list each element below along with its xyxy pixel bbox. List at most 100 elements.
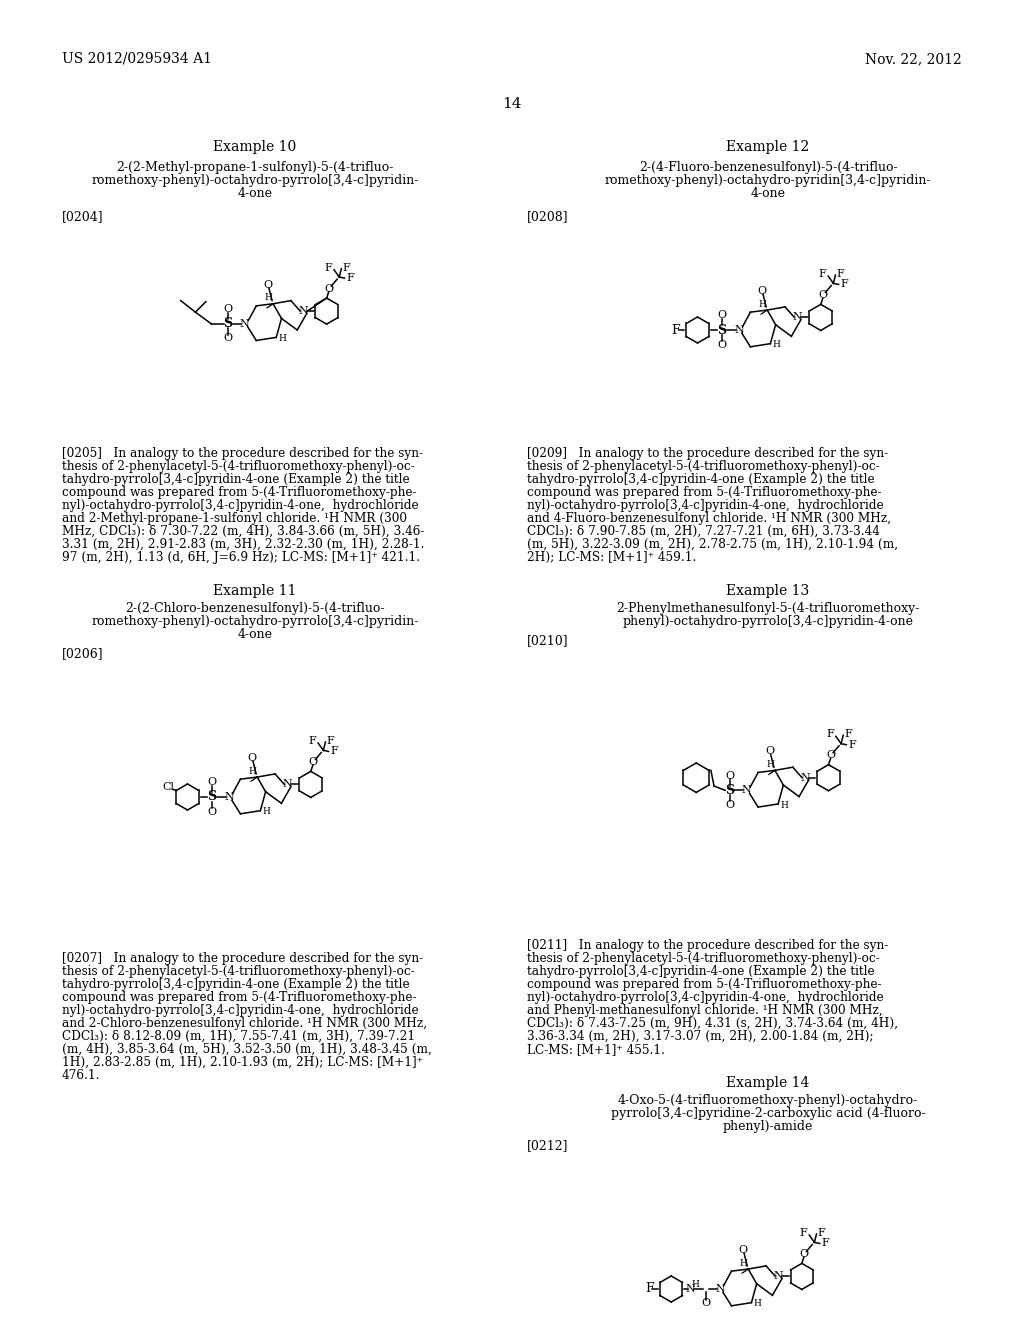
- Text: N: N: [715, 1284, 725, 1294]
- Text: F: F: [346, 273, 354, 282]
- Text: phenyl)-amide: phenyl)-amide: [723, 1119, 813, 1133]
- Text: F: F: [818, 269, 826, 279]
- Text: MHz, CDCl₃): δ 7.30-7.22 (m, 4H), 3.84-3.66 (m, 5H), 3.46-: MHz, CDCl₃): δ 7.30-7.22 (m, 4H), 3.84-3…: [62, 525, 424, 539]
- Text: 2-(2-Methyl-propane-1-sulfonyl)-5-(4-trifluo-: 2-(2-Methyl-propane-1-sulfonyl)-5-(4-tri…: [117, 161, 393, 174]
- Text: O: O: [325, 284, 334, 293]
- Text: O: O: [223, 304, 232, 314]
- Text: S: S: [725, 784, 734, 797]
- Text: O: O: [725, 800, 734, 810]
- Text: S: S: [718, 323, 727, 337]
- Text: compound was prepared from 5-(4-Trifluoromethoxy-phe-: compound was prepared from 5-(4-Trifluor…: [527, 978, 882, 991]
- Text: and 4-Fluoro-benzenesulfonyl chloride. ¹H NMR (300 MHz,: and 4-Fluoro-benzenesulfonyl chloride. ¹…: [527, 512, 891, 525]
- Text: [0204]: [0204]: [62, 210, 103, 223]
- Text: Cl: Cl: [163, 783, 175, 792]
- Text: F: F: [849, 739, 856, 750]
- Text: O: O: [718, 339, 727, 350]
- Text: O: O: [308, 756, 317, 767]
- Text: and 2-Methyl-propane-1-sulfonyl chloride. ¹H NMR (300: and 2-Methyl-propane-1-sulfonyl chloride…: [62, 512, 407, 525]
- Text: H: H: [264, 293, 272, 302]
- Text: O: O: [818, 290, 827, 300]
- Text: nyl)-octahydro-pyrrolo[3,4-c]pyridin-4-one,  hydrochloride: nyl)-octahydro-pyrrolo[3,4-c]pyridin-4-o…: [62, 1005, 419, 1016]
- Text: 4-Oxo-5-(4-trifluoromethoxy-phenyl)-octahydro-: 4-Oxo-5-(4-trifluoromethoxy-phenyl)-octa…: [617, 1094, 919, 1107]
- Text: O: O: [738, 1245, 748, 1255]
- Text: 4-one: 4-one: [751, 187, 785, 201]
- Text: H: H: [766, 760, 774, 770]
- Text: romethoxy-phenyl)-octahydro-pyrrolo[3,4-c]pyridin-: romethoxy-phenyl)-octahydro-pyrrolo[3,4-…: [91, 174, 419, 187]
- Text: O: O: [718, 310, 727, 321]
- Text: CDCl₃): δ 7.90-7.85 (m, 2H), 7.27-7.21 (m, 6H), 3.73-3.44: CDCl₃): δ 7.90-7.85 (m, 2H), 7.27-7.21 (…: [527, 525, 880, 539]
- Text: O: O: [248, 754, 257, 763]
- Text: [0211]   In analogy to the procedure described for the syn-: [0211] In analogy to the procedure descr…: [527, 939, 888, 952]
- Text: 3.31 (m, 2H), 2.91-2.83 (m, 3H), 2.32-2.30 (m, 1H), 2.28-1.: 3.31 (m, 2H), 2.91-2.83 (m, 3H), 2.32-2.…: [62, 539, 425, 550]
- Text: [0209]   In analogy to the procedure described for the syn-: [0209] In analogy to the procedure descr…: [527, 447, 888, 459]
- Text: 4-one: 4-one: [238, 628, 272, 642]
- Text: thesis of 2-phenylacetyl-5-(4-trifluoromethoxy-phenyl)-oc-: thesis of 2-phenylacetyl-5-(4-trifluorom…: [62, 965, 415, 978]
- Text: N: N: [793, 313, 803, 322]
- Text: O: O: [725, 771, 734, 780]
- Text: CDCl₃): δ 8.12-8.09 (m, 1H), 7.55-7.41 (m, 3H), 7.39-7.21: CDCl₃): δ 8.12-8.09 (m, 1H), 7.55-7.41 (…: [62, 1030, 415, 1043]
- Text: F: F: [672, 323, 680, 337]
- Text: Nov. 22, 2012: Nov. 22, 2012: [865, 51, 962, 66]
- Text: H: H: [691, 1280, 699, 1288]
- Text: 1H), 2.83-2.85 (m, 1H), 2.10-1.93 (m, 2H); LC-MS: [M+1]⁺: 1H), 2.83-2.85 (m, 1H), 2.10-1.93 (m, 2H…: [62, 1056, 423, 1069]
- Text: 2H); LC-MS: [M+1]⁺ 459.1.: 2H); LC-MS: [M+1]⁺ 459.1.: [527, 550, 696, 564]
- Text: F: F: [342, 263, 350, 273]
- Text: S: S: [208, 791, 217, 804]
- Text: romethoxy-phenyl)-octahydro-pyrrolo[3,4-c]pyridin-: romethoxy-phenyl)-octahydro-pyrrolo[3,4-…: [91, 615, 419, 628]
- Text: pyrrolo[3,4-c]pyridine-2-carboxylic acid (4-fluoro-: pyrrolo[3,4-c]pyridine-2-carboxylic acid…: [610, 1107, 926, 1119]
- Text: [0205]   In analogy to the procedure described for the syn-: [0205] In analogy to the procedure descr…: [62, 447, 423, 459]
- Text: O: O: [765, 746, 774, 756]
- Text: H: H: [754, 1299, 762, 1308]
- Text: F: F: [837, 269, 844, 279]
- Text: compound was prepared from 5-(4-Trifluoromethoxy-phe-: compound was prepared from 5-(4-Trifluor…: [527, 486, 882, 499]
- Text: US 2012/0295934 A1: US 2012/0295934 A1: [62, 51, 212, 66]
- Text: H: H: [263, 808, 270, 816]
- Text: F: F: [800, 1228, 807, 1238]
- Text: and Phenyl-methanesulfonyl chloride. ¹H NMR (300 MHz,: and Phenyl-methanesulfonyl chloride. ¹H …: [527, 1005, 883, 1016]
- Text: S: S: [223, 317, 232, 330]
- Text: tahydro-pyrrolo[3,4-c]pyridin-4-one (Example 2) the title: tahydro-pyrrolo[3,4-c]pyridin-4-one (Exa…: [527, 965, 874, 978]
- Text: nyl)-octahydro-pyrrolo[3,4-c]pyridin-4-one,  hydrochloride: nyl)-octahydro-pyrrolo[3,4-c]pyridin-4-o…: [527, 499, 884, 512]
- Text: 2-(2-Chloro-benzenesulfonyl)-5-(4-trifluo-: 2-(2-Chloro-benzenesulfonyl)-5-(4-triflu…: [125, 602, 385, 615]
- Text: 3.36-3.34 (m, 2H), 3.17-3.07 (m, 2H), 2.00-1.84 (m, 2H);: 3.36-3.34 (m, 2H), 3.17-3.07 (m, 2H), 2.…: [527, 1030, 873, 1043]
- Text: tahydro-pyrrolo[3,4-c]pyridin-4-one (Example 2) the title: tahydro-pyrrolo[3,4-c]pyridin-4-one (Exa…: [62, 978, 410, 991]
- Text: (m, 4H), 3.85-3.64 (m, 5H), 3.52-3.50 (m, 1H), 3.48-3.45 (m,: (m, 4H), 3.85-3.64 (m, 5H), 3.52-3.50 (m…: [62, 1043, 432, 1056]
- Text: 97 (m, 2H), 1.13 (d, 6H, J=6.9 Hz); LC-MS: [M+1]⁺ 421.1.: 97 (m, 2H), 1.13 (d, 6H, J=6.9 Hz); LC-M…: [62, 550, 420, 564]
- Text: N: N: [734, 325, 743, 335]
- Text: O: O: [263, 280, 272, 290]
- Text: N: N: [283, 779, 293, 789]
- Text: F: F: [841, 280, 849, 289]
- Text: tahydro-pyrrolo[3,4-c]pyridin-4-one (Example 2) the title: tahydro-pyrrolo[3,4-c]pyridin-4-one (Exa…: [62, 473, 410, 486]
- Text: F: F: [325, 263, 332, 273]
- Text: tahydro-pyrrolo[3,4-c]pyridin-4-one (Example 2) the title: tahydro-pyrrolo[3,4-c]pyridin-4-one (Exa…: [527, 473, 874, 486]
- Text: and 2-Chloro-benzenesulfonyl chloride. ¹H NMR (300 MHz,: and 2-Chloro-benzenesulfonyl chloride. ¹…: [62, 1016, 427, 1030]
- Text: Example 11: Example 11: [213, 583, 297, 598]
- Text: 2-(4-Fluoro-benzenesulfonyl)-5-(4-trifluo-: 2-(4-Fluoro-benzenesulfonyl)-5-(4-triflu…: [639, 161, 897, 174]
- Text: thesis of 2-phenylacetyl-5-(4-trifluoromethoxy-phenyl)-oc-: thesis of 2-phenylacetyl-5-(4-trifluorom…: [527, 459, 880, 473]
- Text: 4-one: 4-one: [238, 187, 272, 201]
- Text: 2-Phenylmethanesulfonyl-5-(4-trifluoromethoxy-: 2-Phenylmethanesulfonyl-5-(4-trifluorome…: [616, 602, 920, 615]
- Text: Example 12: Example 12: [726, 140, 810, 154]
- Text: O: O: [826, 750, 836, 760]
- Text: Example 14: Example 14: [726, 1076, 810, 1090]
- Text: O: O: [208, 777, 217, 787]
- Text: H: H: [780, 800, 788, 809]
- Text: nyl)-octahydro-pyrrolo[3,4-c]pyridin-4-one,  hydrochloride: nyl)-octahydro-pyrrolo[3,4-c]pyridin-4-o…: [62, 499, 419, 512]
- Text: CDCl₃): δ 7.43-7.25 (m, 9H), 4.31 (s, 2H), 3.74-3.64 (m, 4H),: CDCl₃): δ 7.43-7.25 (m, 9H), 4.31 (s, 2H…: [527, 1016, 898, 1030]
- Text: H: H: [279, 334, 287, 343]
- Text: N: N: [299, 306, 308, 315]
- Text: 476.1.: 476.1.: [62, 1069, 100, 1082]
- Text: 14: 14: [502, 96, 522, 111]
- Text: H: H: [773, 341, 780, 350]
- Text: N: N: [686, 1284, 695, 1294]
- Text: thesis of 2-phenylacetyl-5-(4-trifluoromethoxy-phenyl)-oc-: thesis of 2-phenylacetyl-5-(4-trifluorom…: [527, 952, 880, 965]
- Text: O: O: [800, 1249, 809, 1259]
- Text: compound was prepared from 5-(4-Trifluoromethoxy-phe-: compound was prepared from 5-(4-Trifluor…: [62, 991, 417, 1005]
- Text: [0208]: [0208]: [527, 210, 568, 223]
- Text: Example 13: Example 13: [726, 583, 810, 598]
- Text: N: N: [801, 772, 810, 783]
- Text: O: O: [223, 334, 232, 343]
- Text: romethoxy-phenyl)-octahydro-pyridin[3,4-c]pyridin-: romethoxy-phenyl)-octahydro-pyridin[3,4-…: [605, 174, 931, 187]
- Text: [0212]: [0212]: [527, 1139, 568, 1152]
- Text: O: O: [758, 286, 767, 296]
